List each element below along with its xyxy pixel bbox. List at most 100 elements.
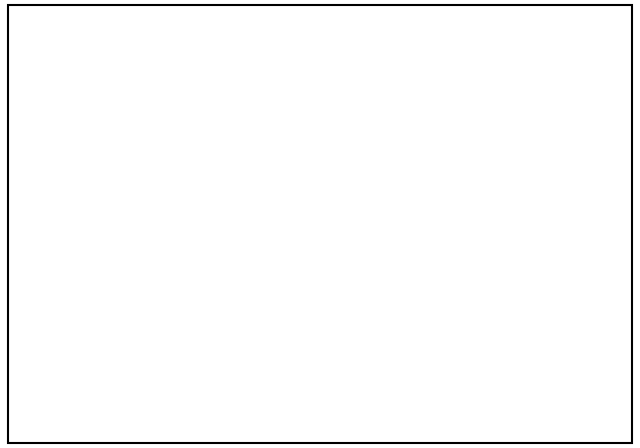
Text: 21: 21 bbox=[287, 239, 302, 249]
Bar bbox=[36, 390, 44, 394]
Text: 28: 28 bbox=[440, 239, 456, 249]
Text: 9: 9 bbox=[102, 156, 109, 166]
Polygon shape bbox=[500, 58, 525, 72]
Bar bbox=[130, 357, 143, 362]
Polygon shape bbox=[433, 300, 435, 314]
Bar bbox=[49, 388, 57, 392]
Ellipse shape bbox=[179, 255, 195, 268]
Text: 12: 12 bbox=[357, 152, 372, 162]
Polygon shape bbox=[18, 177, 44, 181]
Ellipse shape bbox=[526, 252, 536, 258]
Polygon shape bbox=[346, 177, 379, 185]
Ellipse shape bbox=[106, 61, 150, 75]
Text: C0C01412: C0C01412 bbox=[532, 425, 575, 434]
Polygon shape bbox=[280, 72, 319, 81]
Polygon shape bbox=[612, 259, 618, 265]
Ellipse shape bbox=[367, 360, 386, 368]
Text: 15: 15 bbox=[600, 147, 616, 157]
Bar bbox=[43, 390, 51, 394]
Polygon shape bbox=[201, 176, 225, 190]
Polygon shape bbox=[18, 177, 44, 186]
Circle shape bbox=[204, 356, 212, 362]
Polygon shape bbox=[86, 178, 93, 191]
Polygon shape bbox=[14, 255, 33, 260]
Ellipse shape bbox=[277, 176, 290, 183]
Text: 29: 29 bbox=[524, 239, 539, 249]
Polygon shape bbox=[433, 300, 453, 307]
Text: 2: 2 bbox=[150, 76, 157, 86]
Ellipse shape bbox=[522, 249, 541, 262]
Bar bbox=[17, 377, 24, 380]
Polygon shape bbox=[216, 267, 253, 273]
Bar bbox=[60, 382, 67, 385]
Polygon shape bbox=[584, 45, 602, 56]
Text: 20: 20 bbox=[232, 239, 248, 249]
Ellipse shape bbox=[404, 400, 422, 407]
Polygon shape bbox=[389, 58, 428, 69]
Text: 10: 10 bbox=[204, 152, 219, 162]
Ellipse shape bbox=[115, 64, 141, 73]
Ellipse shape bbox=[121, 66, 135, 70]
Ellipse shape bbox=[366, 259, 376, 265]
Text: 13: 13 bbox=[479, 147, 494, 157]
Polygon shape bbox=[389, 58, 437, 68]
Bar bbox=[30, 388, 38, 392]
Polygon shape bbox=[106, 68, 150, 85]
Text: 4: 4 bbox=[300, 51, 308, 61]
Ellipse shape bbox=[599, 258, 611, 266]
Ellipse shape bbox=[104, 90, 152, 98]
Polygon shape bbox=[259, 190, 312, 197]
Bar bbox=[20, 382, 28, 385]
Polygon shape bbox=[14, 255, 35, 258]
Ellipse shape bbox=[102, 80, 154, 90]
Polygon shape bbox=[308, 336, 340, 341]
Ellipse shape bbox=[43, 177, 54, 186]
Ellipse shape bbox=[270, 269, 280, 274]
Polygon shape bbox=[593, 164, 614, 170]
Bar bbox=[63, 377, 70, 380]
Text: 16: 16 bbox=[17, 239, 32, 249]
Ellipse shape bbox=[35, 58, 52, 63]
Text: 3: 3 bbox=[233, 51, 241, 61]
Ellipse shape bbox=[183, 258, 191, 265]
Ellipse shape bbox=[45, 179, 52, 184]
Polygon shape bbox=[500, 58, 507, 76]
Ellipse shape bbox=[206, 174, 220, 178]
Circle shape bbox=[440, 326, 447, 332]
Polygon shape bbox=[308, 336, 337, 346]
Polygon shape bbox=[224, 63, 243, 74]
Text: D: D bbox=[92, 62, 98, 71]
Text: 27: 27 bbox=[600, 242, 616, 252]
Text: 1: 1 bbox=[63, 51, 71, 61]
Polygon shape bbox=[517, 263, 545, 269]
Polygon shape bbox=[18, 177, 24, 199]
Text: 6: 6 bbox=[521, 53, 529, 63]
Text: 30: 30 bbox=[440, 295, 456, 305]
Polygon shape bbox=[86, 178, 144, 182]
Ellipse shape bbox=[594, 255, 616, 269]
Text: 24: 24 bbox=[184, 349, 200, 359]
Polygon shape bbox=[198, 72, 234, 79]
Ellipse shape bbox=[90, 177, 100, 185]
Polygon shape bbox=[60, 254, 82, 260]
Text: 18: 18 bbox=[124, 239, 139, 249]
Ellipse shape bbox=[223, 259, 234, 267]
Ellipse shape bbox=[277, 54, 309, 71]
PathPatch shape bbox=[362, 356, 435, 410]
Ellipse shape bbox=[284, 58, 303, 68]
Polygon shape bbox=[593, 164, 611, 175]
Text: 19: 19 bbox=[181, 239, 196, 249]
Ellipse shape bbox=[92, 178, 97, 183]
Text: 7: 7 bbox=[598, 26, 605, 36]
Polygon shape bbox=[102, 85, 154, 94]
Polygon shape bbox=[336, 177, 381, 187]
Text: 17: 17 bbox=[69, 239, 84, 249]
Polygon shape bbox=[60, 254, 63, 267]
Polygon shape bbox=[113, 269, 147, 273]
Ellipse shape bbox=[27, 56, 60, 65]
Text: 31: 31 bbox=[324, 333, 339, 343]
Polygon shape bbox=[177, 269, 197, 273]
Ellipse shape bbox=[292, 269, 303, 274]
Polygon shape bbox=[312, 366, 338, 371]
Ellipse shape bbox=[201, 172, 225, 180]
